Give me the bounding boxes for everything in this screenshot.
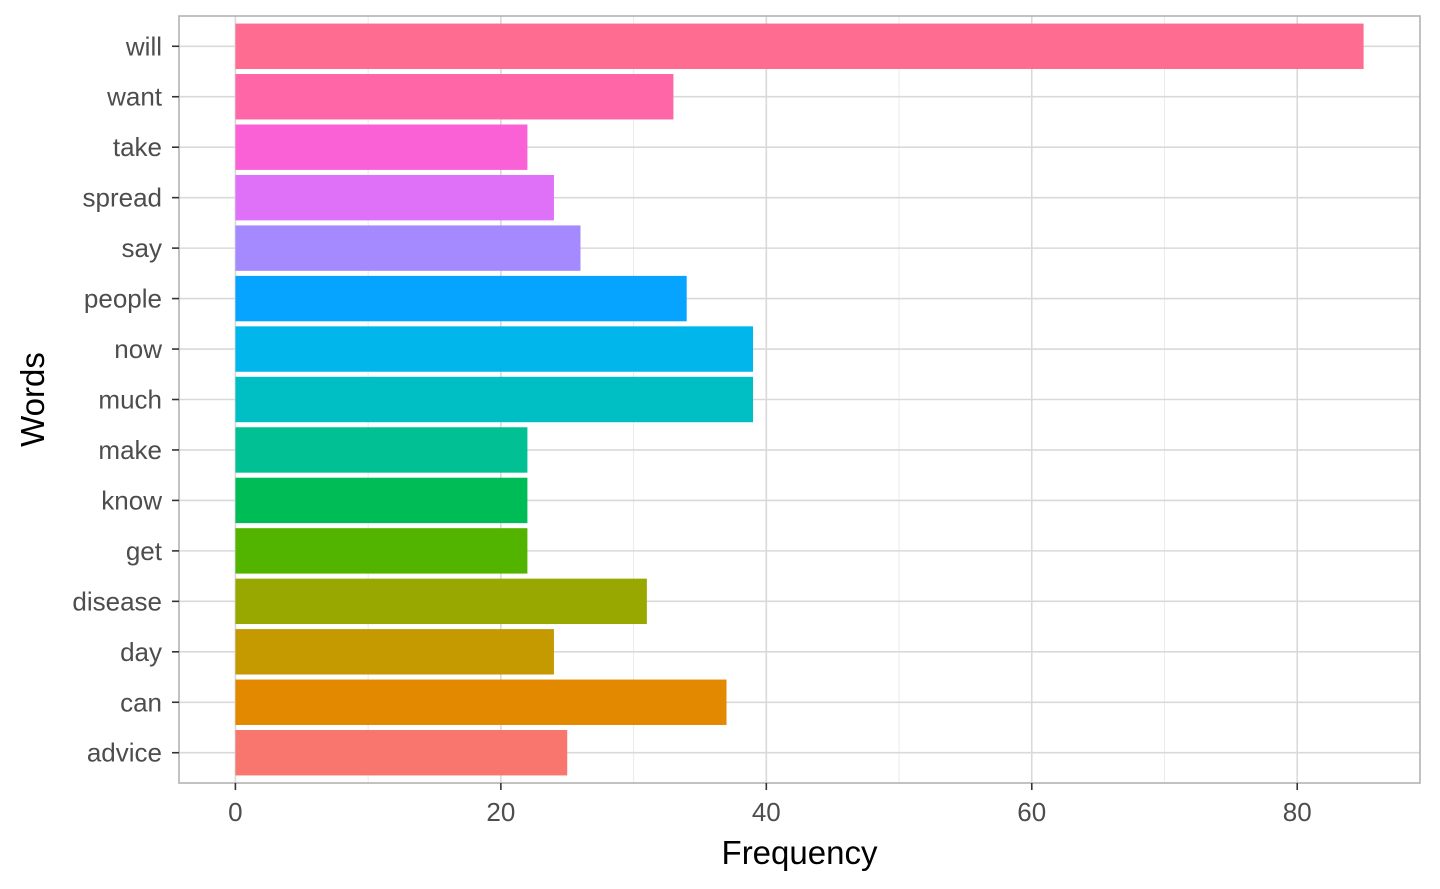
- y-tick-label: day: [120, 637, 162, 667]
- y-tick-label: want: [106, 82, 163, 112]
- y-axis-title: Words: [14, 352, 51, 447]
- y-tick-label: get: [126, 536, 163, 566]
- bar-people: [235, 275, 687, 322]
- bar-will: [235, 23, 1364, 69]
- x-tick-label: 20: [486, 797, 515, 827]
- y-axis: advice can day disease get know make much now peo…: [72, 31, 179, 768]
- bar-can: [235, 679, 727, 725]
- y-tick-label: know: [101, 485, 162, 515]
- y-tick-label: disease: [72, 586, 162, 616]
- bars-group: [235, 23, 1364, 776]
- bar-know: [235, 477, 528, 524]
- x-tick-label: 0: [228, 797, 242, 827]
- y-tick-label: much: [98, 385, 162, 415]
- bar-make: [235, 427, 528, 473]
- bar-say: [235, 225, 581, 271]
- bar-much: [235, 376, 754, 423]
- y-tick-label: spread: [83, 183, 163, 213]
- y-tick-label: say: [122, 233, 162, 263]
- x-tick-label: 60: [1017, 797, 1046, 827]
- y-tick-label: take: [113, 132, 162, 162]
- y-tick-label: now: [114, 334, 162, 364]
- bar-advice: [235, 730, 568, 776]
- bar-disease: [235, 578, 647, 625]
- x-axis: 0 20 40 60 80: [228, 783, 1312, 827]
- x-axis-title: Frequency: [722, 834, 878, 871]
- bar-day: [235, 629, 554, 675]
- bar-now: [235, 326, 754, 372]
- x-tick-label: 40: [752, 797, 781, 827]
- y-tick-label: advice: [87, 738, 162, 768]
- y-tick-label: can: [120, 687, 162, 717]
- bar-get: [235, 528, 528, 574]
- x-tick-label: 80: [1283, 797, 1312, 827]
- y-tick-label: people: [84, 284, 162, 314]
- y-tick-label: will: [125, 31, 162, 61]
- bar-want: [235, 74, 674, 120]
- y-tick-label: make: [98, 435, 162, 465]
- bar-spread: [235, 174, 554, 221]
- bar-take: [235, 124, 528, 170]
